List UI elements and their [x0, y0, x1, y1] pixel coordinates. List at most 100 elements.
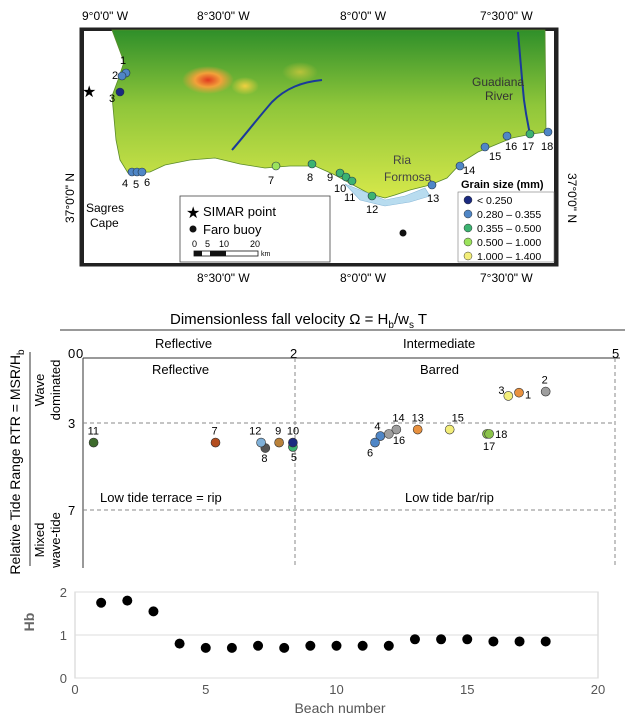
diagram-point-18 — [484, 429, 494, 439]
lat-label-left: 37°0'0" N — [63, 173, 77, 223]
hb-point-14 — [436, 634, 447, 645]
map-beaches: 1 2 3 4 5 6 7 8 9 10 11 12 13 1 — [109, 55, 553, 216]
scale-tick-20: 20 — [250, 239, 260, 249]
beach-label-14: 14 — [463, 165, 475, 177]
diagram-point-label-1: 1 — [525, 390, 531, 402]
lon-label-9w: 9°0'0" W — [82, 9, 129, 23]
lat-label-right: 37°0'0" N — [565, 173, 579, 223]
beach-dot-6 — [137, 167, 147, 177]
top-region-intermediate: Intermediate — [403, 336, 475, 351]
diagram-point-3 — [503, 391, 514, 401]
region-low-tide-terrace: Low tide terrace = rip — [100, 490, 222, 505]
beach-dot-9 — [335, 168, 345, 178]
hb-point-13 — [409, 634, 420, 645]
beach-dot-2 — [117, 71, 127, 81]
beach-dot-13 — [427, 180, 437, 190]
lon-label-bottom-8-30w: 8°30'0" W — [197, 271, 250, 285]
top-region-reflective: Reflective — [155, 336, 212, 351]
top-tick-5: 5 — [612, 346, 619, 361]
hb-xtick-0: 0 — [71, 682, 78, 697]
scale-tick-10: 10 — [219, 239, 229, 249]
faro-buoy-marker — [399, 229, 407, 237]
diagram-point-label-16: 16 — [393, 435, 405, 447]
legend-simar-label: SIMAR point — [203, 204, 276, 219]
beach-label-16: 16 — [505, 141, 517, 153]
diagram-point-label-10: 10 — [287, 426, 299, 438]
beach-dot-11 — [347, 176, 357, 186]
place-sagres: Sagres — [86, 201, 124, 215]
legend-buoy-dot — [189, 225, 197, 233]
grain-swatch-4 — [463, 251, 473, 261]
beach-label-12: 12 — [366, 204, 378, 216]
region-barred: Barred — [420, 362, 459, 377]
map-panel: 9°0'0" W 8°30'0" W 8°0'0" W 7°30'0" W 8°… — [63, 9, 579, 285]
legend-faro-label: Faro buoy — [203, 222, 262, 237]
diagram-point-label-3: 3 — [498, 385, 504, 397]
hb-point-12 — [383, 640, 394, 651]
diagram-point-14 — [391, 424, 402, 435]
hb-point-15 — [462, 634, 473, 645]
grain-label-3: 0.500 – 1.000 — [477, 237, 541, 249]
beach-label-11: 11 — [344, 192, 355, 204]
diagram-point-13 — [412, 424, 423, 435]
beach-label-4: 4 — [122, 178, 128, 190]
map-legend-points: ★ SIMAR point Faro buoy 0 5 10 20 km — [179, 195, 331, 263]
hb-xtick-5: 5 — [202, 682, 209, 697]
hb-point-6 — [226, 642, 237, 653]
diagram-point-11 — [88, 437, 99, 448]
hb-point-3 — [148, 606, 159, 617]
beach-label-9: 9 — [327, 172, 333, 184]
diagram-point-label-11: 11 — [88, 426, 99, 438]
hb-ytick-0: 0 — [60, 671, 67, 686]
diagram-point-label-6: 6 — [367, 448, 373, 460]
river-arade — [231, 79, 323, 151]
beach-label-2: 2 — [112, 70, 118, 82]
hb-ylabel: Hb — [21, 613, 37, 632]
diagram-point-label-2: 2 — [542, 375, 548, 387]
diagram-point-label-9: 9 — [275, 426, 281, 438]
hb-ytick-2: 2 — [60, 585, 67, 600]
beach-dot-7 — [271, 161, 281, 171]
y-tick-3: 3 — [68, 416, 75, 431]
beach-dot-17 — [525, 129, 535, 139]
hb-point-7 — [253, 640, 264, 651]
y-axis-title: Relative Tide Range RTR = MSR/Hb — [7, 349, 27, 575]
diagram-point-label-12: 12 — [249, 426, 261, 438]
diagram-point-label-17: 17 — [483, 441, 495, 453]
grain-label-4: 1.000 – 1.400 — [477, 251, 541, 263]
region-reflective: Reflective — [152, 362, 209, 377]
beach-dot-12 — [367, 191, 377, 201]
y-tick-0: 0 — [68, 346, 75, 361]
grain-label-0: < 0.250 — [477, 195, 512, 207]
beach-label-18: 18 — [541, 141, 553, 153]
diagram-point-label-13: 13 — [412, 413, 424, 425]
place-river: River — [485, 89, 513, 103]
grain-swatch-1 — [463, 209, 473, 219]
grain-swatch-3 — [463, 237, 473, 247]
wave-tide-label: wave-tide — [48, 512, 63, 569]
region-low-tide-bar-rip: Low tide bar/rip — [405, 490, 494, 505]
beach-label-13: 13 — [427, 193, 439, 205]
legend-star-icon: ★ — [186, 205, 200, 222]
beach-label-5: 5 — [133, 179, 139, 191]
dominated-label: dominated — [48, 360, 63, 421]
diagram-point-label-4: 4 — [374, 421, 380, 433]
hb-ytick-1: 1 — [60, 628, 67, 643]
diagram-point-label-14: 14 — [392, 413, 404, 425]
beach-label-3: 3 — [109, 93, 115, 105]
beach-label-17: 17 — [522, 141, 534, 153]
beach-label-6: 6 — [144, 177, 150, 189]
diagram-point-1 — [514, 387, 524, 398]
hb-point-2 — [122, 595, 133, 606]
lon-label-8w: 8°0'0" W — [340, 9, 387, 23]
morphodynamic-diagram: Dimensionless fall velocity Ω = Hb/ws T … — [7, 311, 625, 575]
beach-label-1: 1 — [120, 55, 126, 67]
grain-legend-title: Grain size (mm) — [461, 179, 544, 191]
diagram-point-15 — [444, 424, 455, 435]
diagram-point-10 — [288, 437, 298, 448]
simar-star-icon: ★ — [82, 84, 96, 101]
diagram-point-12 — [256, 437, 266, 448]
grain-size-legend: Grain size (mm) < 0.250 0.280 – 0.355 0.… — [457, 179, 555, 263]
beach-label-15: 15 — [489, 151, 501, 163]
